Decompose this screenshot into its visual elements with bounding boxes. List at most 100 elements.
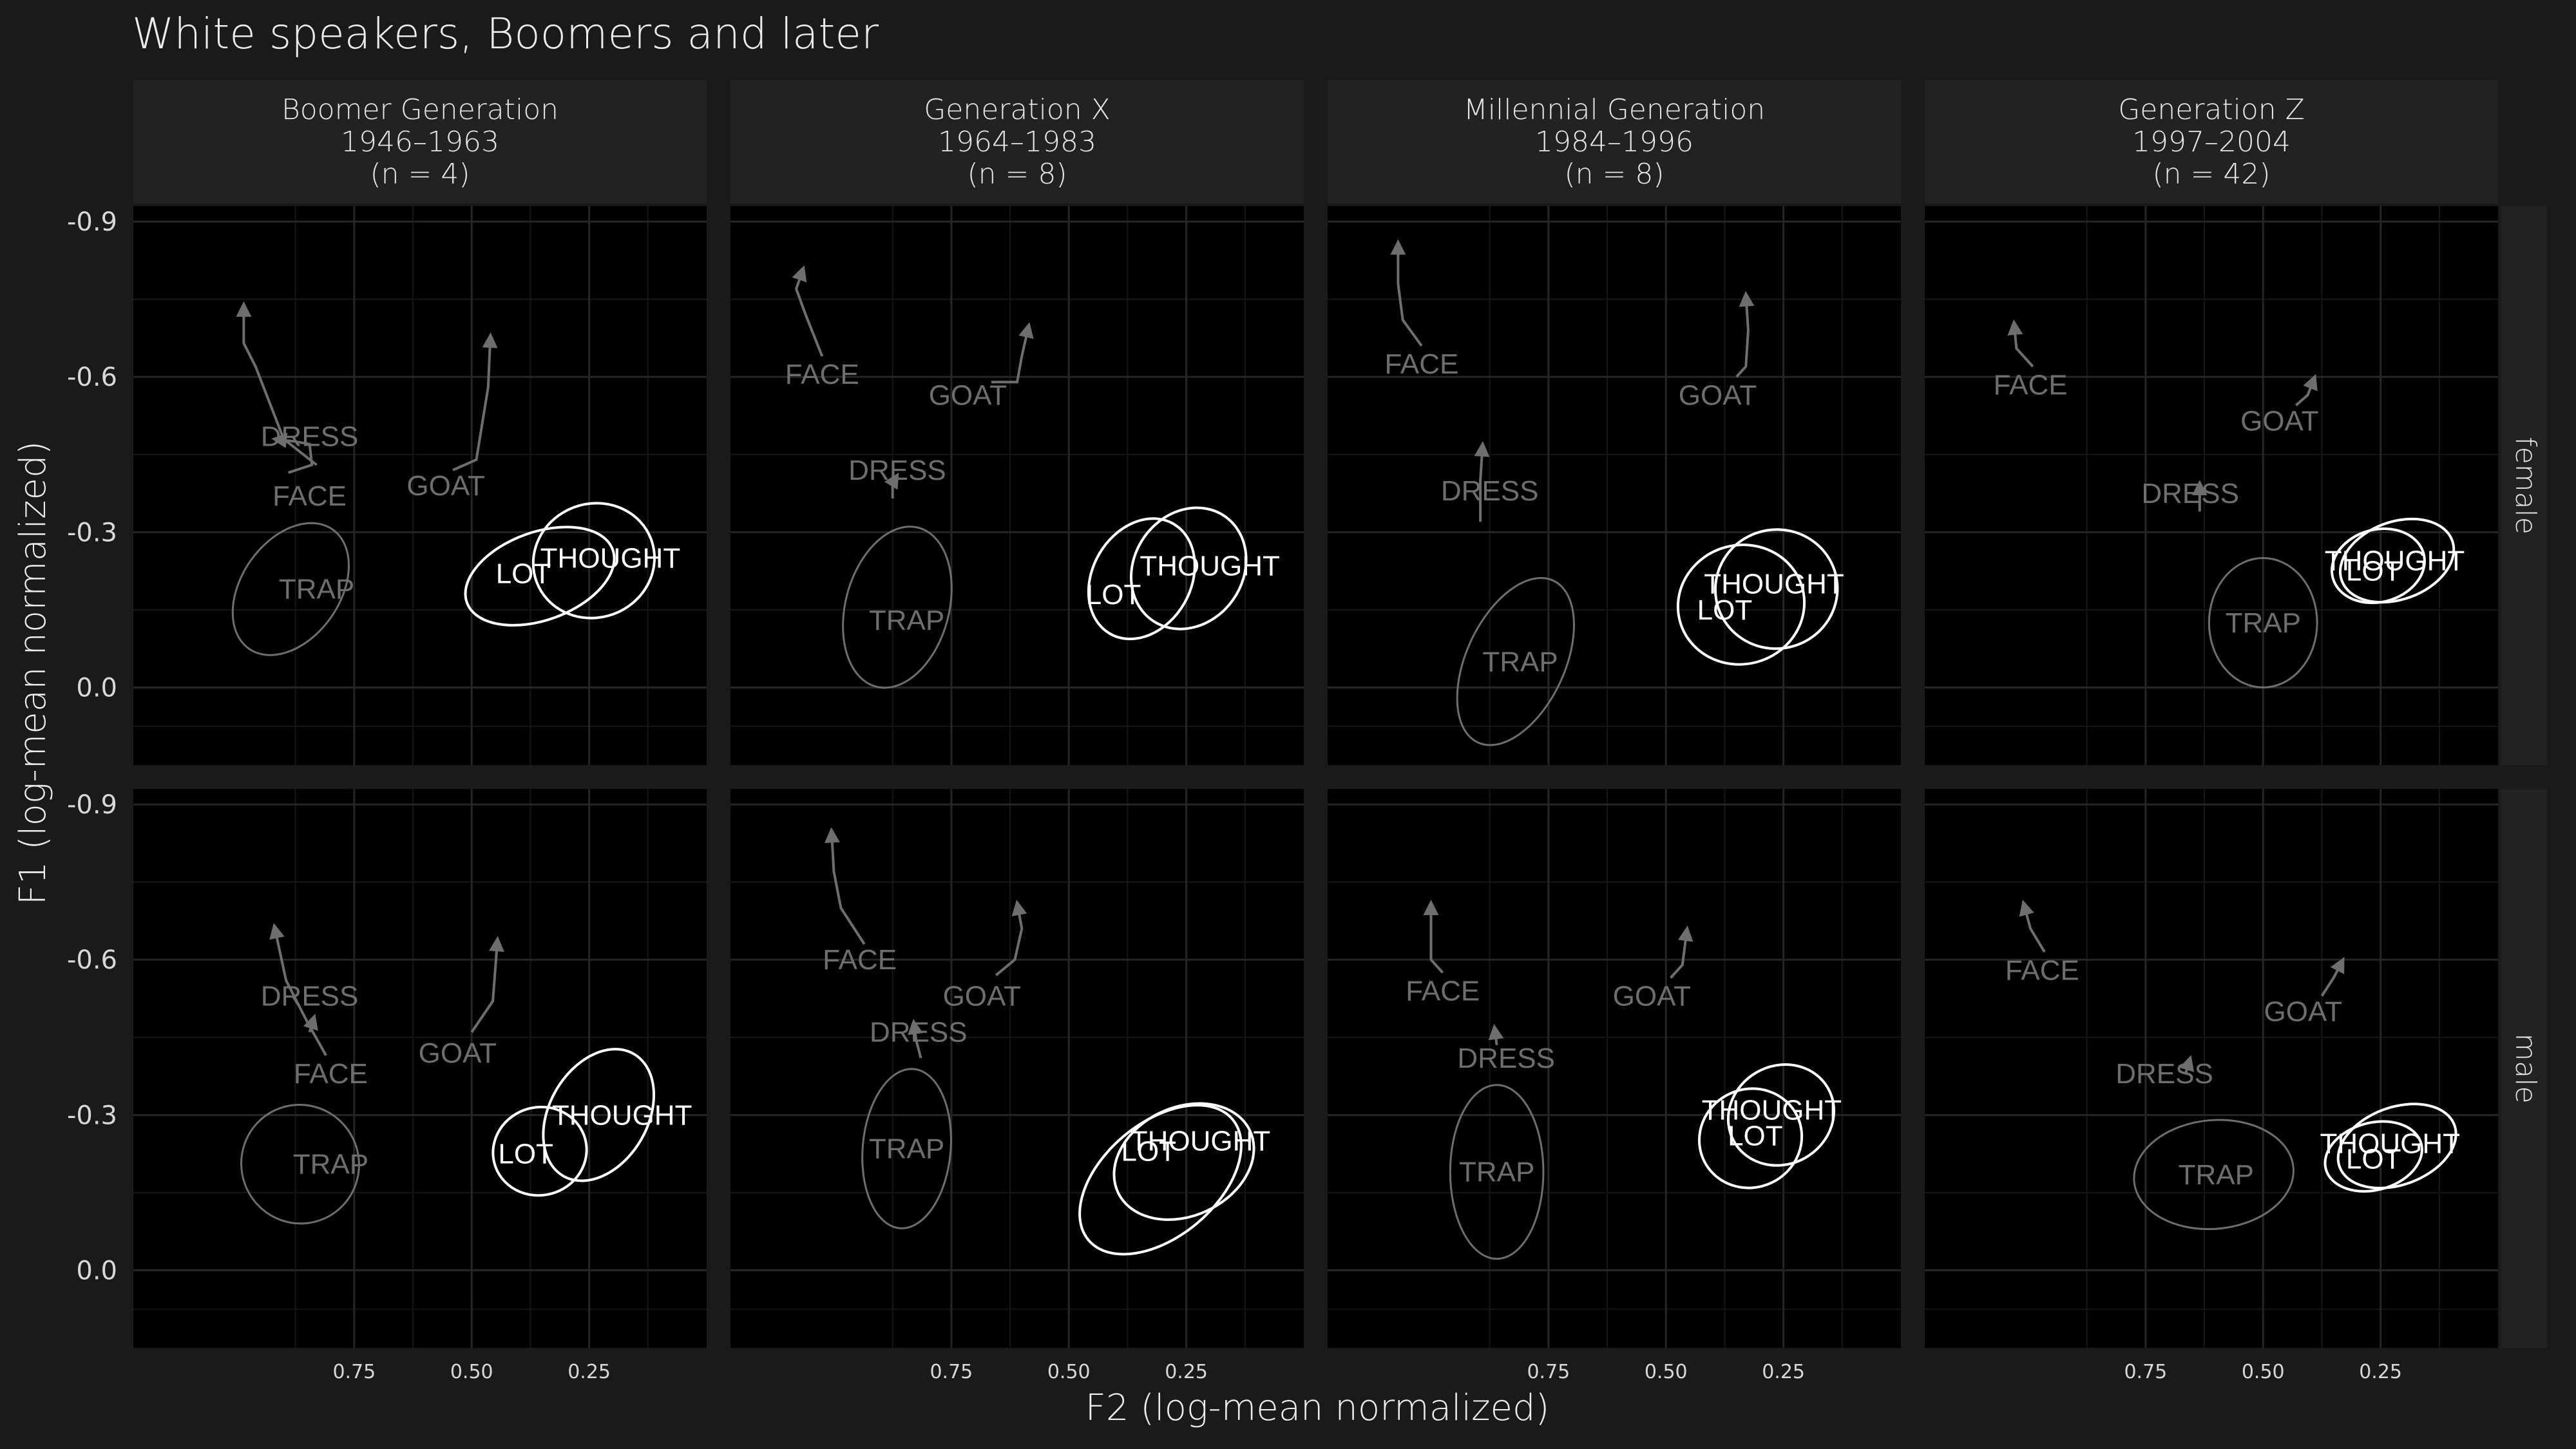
x-tick-label: 0.25: [1762, 1361, 1805, 1383]
vowel-trajectory-goat: [452, 332, 498, 471]
vowel-trajectory-goat: [470, 936, 504, 1033]
vowel-ellipse-lot: [491, 1105, 588, 1197]
vowel-trajectory-dress: [271, 433, 314, 474]
vowel-ellipse-trap: [1456, 577, 1575, 746]
strip-label: (n = 42): [2152, 158, 2270, 191]
gridlines: [1925, 789, 2498, 1348]
vowel-trajectory-face: [2007, 319, 2034, 368]
strip-label: Generation X: [924, 93, 1111, 126]
x-tick-label: 0.25: [2359, 1361, 2402, 1383]
vowel-label-face: FACE: [785, 359, 859, 390]
vowel-trajectory-goat: [1735, 290, 1755, 378]
vowel-label-dress: DRESS: [261, 421, 359, 453]
vowel-trajectory-face: [2019, 900, 2046, 953]
vowel-label-dress: DRESS: [261, 980, 359, 1012]
vowel-trajectory-dress: [908, 1018, 923, 1059]
vowel-ellipse-thought: [1129, 506, 1248, 630]
vowel-label-lot: LOT: [1121, 1136, 1176, 1168]
x-tick-label: 0.25: [1165, 1361, 1208, 1383]
vowel-ellipse-lot: [1078, 1104, 1243, 1256]
strip-label: (n = 8): [1564, 158, 1664, 191]
vowel-trajectory-dress: [1474, 440, 1490, 522]
vowel-ellipse-thought: [2336, 1103, 2457, 1189]
vowel-label-trap: TRAP: [1482, 646, 1558, 677]
x-tick-label: 0.50: [2242, 1361, 2285, 1383]
strip-label: Boomer Generation: [281, 93, 558, 126]
y-tick-label: -0.3: [67, 1101, 117, 1130]
vowel-label-thought: THOUGHT: [1140, 551, 1280, 582]
vowel-label-trap: TRAP: [2179, 1159, 2254, 1191]
vowel-label-goat: GOAT: [929, 379, 1007, 411]
vowel-label-lot: LOT: [1697, 594, 1753, 626]
panel-background: [730, 206, 1304, 765]
x-tick-label: 0.75: [1527, 1361, 1570, 1383]
vowel-ellipse-lot: [1087, 517, 1196, 641]
vowel-ellipse-thought: [531, 502, 656, 620]
vowel-ellipse-trap: [861, 1068, 952, 1229]
vowel-label-face: FACE: [1994, 369, 2068, 401]
x-axis-title: F2 (log-mean normalized): [1085, 1387, 1550, 1429]
vowel-label-trap: TRAP: [2226, 607, 2301, 639]
x-tick-label: 0.50: [450, 1361, 493, 1383]
x-tick-label: 0.50: [1645, 1361, 1688, 1383]
vowel-ellipse-trap: [1449, 1084, 1545, 1260]
strip-background: [730, 80, 1304, 204]
vowel-label-lot: LOT: [496, 558, 551, 590]
strip-label: Millennial Generation: [1464, 93, 1765, 126]
vowel-ellipse-trap: [2133, 1119, 2295, 1231]
x-tick-label: 0.25: [568, 1361, 611, 1383]
y-tick-label: -0.3: [67, 518, 117, 547]
vowel-ellipse-trap: [842, 526, 953, 689]
vowel-trajectory-dress: [2179, 1055, 2195, 1074]
y-tick-label: 0.0: [76, 673, 117, 703]
panel-background: [1328, 789, 1901, 1348]
vowel-ellipse-trap: [240, 1103, 360, 1225]
vowel-label-trap: TRAP: [1459, 1157, 1534, 1188]
facet-panel: TRAP DRESS FACE GOAT LOT THOUGHT: [133, 789, 707, 1348]
vowel-label-goat: GOAT: [2240, 406, 2318, 437]
vowel-label-goat: GOAT: [2264, 996, 2342, 1028]
x-tick-label: 0.75: [930, 1361, 973, 1383]
strip-background: [2501, 206, 2547, 765]
strip-label: (n = 4): [370, 158, 470, 191]
vowel-label-trap: TRAP: [279, 574, 354, 605]
vowel-ellipse-thought: [1112, 1102, 1255, 1221]
vowel-label-face: FACE: [2005, 954, 2079, 986]
vowel-ellipse-thought: [1726, 1063, 1836, 1167]
vowel-label-face: FACE: [1384, 348, 1458, 380]
strip-label: 1964–1983: [938, 126, 1096, 158]
gridlines: [730, 206, 1304, 765]
vowel-label-thought: THOUGHT: [2320, 1128, 2460, 1160]
vowel-label-thought: THOUGHT: [552, 1099, 692, 1131]
vowel-label-lot: LOT: [2346, 556, 2401, 587]
vowel-ellipse-thought: [542, 1048, 656, 1182]
vowel-label-goat: GOAT: [419, 1037, 497, 1069]
strip-background: [133, 80, 707, 204]
x-tick-label: 0.50: [1047, 1361, 1091, 1383]
vowel-trajectory-goat: [1670, 925, 1693, 979]
vowel-label-thought: THOUGHT: [1704, 569, 1844, 600]
vowel-trajectory-face: [269, 923, 327, 1056]
vowel-label-lot: LOT: [498, 1139, 553, 1170]
vowel-ellipse-lot: [1697, 1087, 1804, 1189]
vowel-label-trap: TRAP: [869, 605, 944, 636]
vowel-label-face: FACE: [272, 480, 347, 512]
vowel-label-thought: THOUGHT: [2325, 545, 2465, 577]
vowel-ellipse-lot: [464, 526, 616, 627]
strip-label: (n = 8): [967, 158, 1067, 191]
row-label: female: [2509, 437, 2542, 535]
strip-label: 1946–1963: [341, 126, 499, 158]
vowel-trajectory-face: [824, 827, 866, 945]
vowel-trajectory-dress: [1488, 1023, 1504, 1046]
strip-label: Generation Z: [2118, 93, 2305, 126]
row-strip: female: [2501, 206, 2547, 765]
vowel-ellipse-trap: [2208, 557, 2318, 688]
